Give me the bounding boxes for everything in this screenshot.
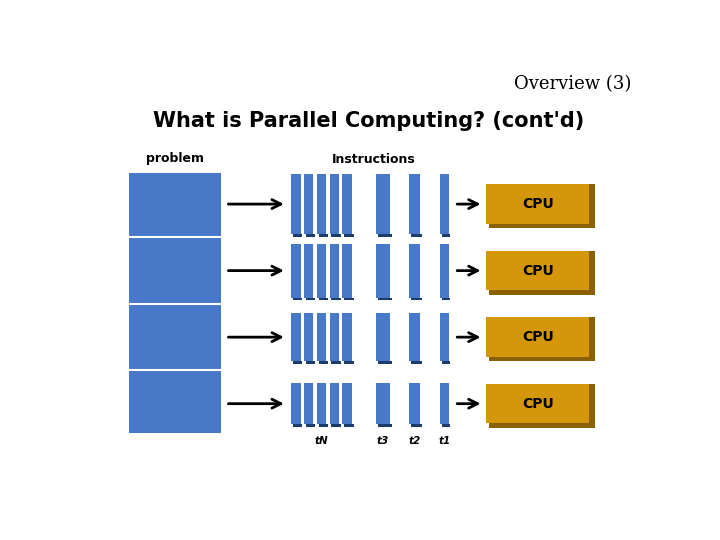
Text: CPU: CPU [522,197,554,211]
Bar [306,361,315,363]
Text: t1: t1 [438,436,451,446]
Bar [343,244,352,298]
Bar [376,244,390,298]
Bar [304,313,313,361]
Bar [304,244,313,298]
Bar [441,424,451,427]
Text: Instructions: Instructions [332,153,415,166]
Bar [331,234,341,237]
Bar [344,234,354,237]
Bar [343,174,352,234]
Bar [343,383,352,424]
Bar [441,298,451,300]
Bar [440,313,449,361]
Bar [378,298,392,300]
Bar [411,361,422,363]
Bar [306,234,315,237]
Bar [376,383,390,424]
Bar [291,313,301,361]
Bar [318,234,328,237]
Bar [317,313,326,361]
Bar [486,184,590,224]
Text: CPU: CPU [522,264,554,278]
Bar [318,424,328,427]
Bar [306,424,315,427]
Bar [440,244,449,298]
Bar [409,313,420,361]
Bar [344,361,354,363]
Bar [411,424,422,427]
Text: problem: problem [146,152,204,165]
Bar [331,424,341,427]
Bar [330,383,339,424]
Bar [330,174,339,234]
Text: What is Parallel Computing? (cont'd): What is Parallel Computing? (cont'd) [153,111,585,131]
Bar [343,313,352,361]
Bar [378,234,392,237]
Bar [489,423,592,428]
Text: tN: tN [315,436,328,446]
Bar [293,298,302,300]
Text: CPU: CPU [522,330,554,344]
Bar [441,361,451,363]
Bar [440,174,449,234]
Bar [318,361,328,363]
Bar [293,424,302,427]
Bar [306,298,315,300]
Bar [293,234,302,237]
Bar [590,184,595,228]
Bar [344,424,354,427]
Bar [411,298,422,300]
Bar [331,298,341,300]
Bar [378,361,392,363]
Bar [378,424,392,427]
Bar [317,383,326,424]
Bar [330,244,339,298]
Bar [344,298,354,300]
Bar [304,383,313,424]
Bar [590,384,595,428]
Bar [293,361,302,363]
Bar [291,244,301,298]
Bar [129,173,221,433]
Bar [486,384,590,423]
Bar [590,251,595,294]
Text: t3: t3 [377,436,389,446]
Bar [489,224,592,228]
Bar [317,244,326,298]
Bar [440,383,449,424]
Bar [486,251,590,291]
Bar [330,313,339,361]
Bar [409,244,420,298]
Text: Overview (3): Overview (3) [514,75,631,93]
Bar [409,174,420,234]
Bar [304,174,313,234]
Bar [441,234,451,237]
Bar [318,298,328,300]
Bar [409,383,420,424]
Bar [331,361,341,363]
Bar [376,174,390,234]
Text: t2: t2 [409,436,421,446]
Bar [486,318,590,357]
Bar [376,313,390,361]
Bar [489,357,592,361]
Bar [317,174,326,234]
Bar [489,291,592,294]
Bar [291,174,301,234]
Text: CPU: CPU [522,397,554,411]
Bar [411,234,422,237]
Bar [590,318,595,361]
Bar [291,383,301,424]
